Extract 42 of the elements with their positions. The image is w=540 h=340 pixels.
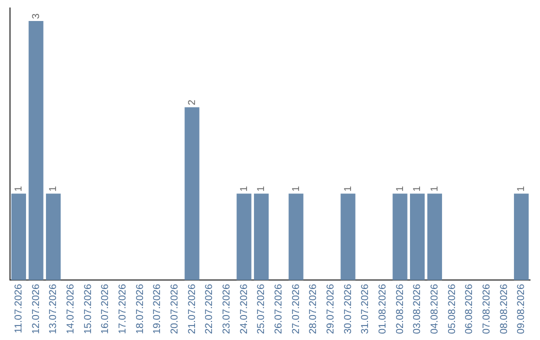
- x-tick-label: 09.08.2026: [516, 284, 528, 334]
- x-tick-label: 19.07.2026: [152, 284, 164, 334]
- x-tick-label: 18.07.2026: [134, 284, 146, 334]
- data-label: 1: [290, 186, 302, 192]
- x-tick-label: 13.07.2026: [48, 284, 60, 334]
- x-tick-label: 11.07.2026: [13, 284, 24, 334]
- x-tick-label: 15.07.2026: [82, 284, 94, 334]
- x-tick-label: 12.07.2026: [30, 284, 42, 334]
- x-tick-label: 06.08.2026: [464, 284, 476, 334]
- data-label: 3: [30, 12, 42, 19]
- x-tick-label: 28.07.2026: [308, 284, 320, 334]
- x-tick-label: 14.07.2026: [65, 284, 76, 334]
- x-tick-label: 31.07.2026: [360, 284, 372, 334]
- x-tick-label: 03.08.2026: [412, 284, 424, 334]
- data-label: 1: [516, 186, 528, 192]
- x-tick-label: 01.08.2026: [377, 284, 388, 334]
- data-label: 1: [13, 186, 24, 192]
- x-tick-label: 29.07.2026: [325, 284, 336, 334]
- data-label: 1: [412, 186, 424, 192]
- x-tick-label: 17.07.2026: [117, 284, 128, 334]
- x-tick-label: 26.07.2026: [273, 284, 284, 334]
- x-tick-label: 02.08.2026: [394, 284, 406, 334]
- x-tick-label: 21.07.2026: [186, 284, 198, 334]
- x-tick-label: 05.08.2026: [446, 284, 458, 334]
- data-label: 1: [429, 186, 440, 192]
- data-label: 1: [256, 186, 268, 192]
- data-label: 1: [48, 186, 60, 192]
- x-tick-label: 08.08.2026: [498, 284, 510, 334]
- x-tick-label: 22.07.2026: [204, 284, 216, 334]
- x-tick-label: 25.07.2026: [256, 284, 268, 334]
- data-label: 1: [342, 186, 354, 192]
- x-tick-label: 24.07.2026: [238, 284, 250, 334]
- x-tick-label: 20.07.2026: [169, 284, 180, 334]
- data-label: 1: [238, 186, 250, 192]
- x-tick-label: 16.07.2026: [100, 284, 112, 334]
- data-label: 2: [186, 99, 198, 106]
- x-tick-label: 04.08.2026: [429, 284, 440, 334]
- x-tick-label: 27.07.2026: [290, 284, 302, 334]
- x-tick-label: 23.07.2026: [221, 284, 232, 334]
- x-tick-label: 30.07.2026: [342, 284, 354, 334]
- data-label: 1: [394, 186, 406, 192]
- x-tick-label: 07.08.2026: [481, 284, 492, 334]
